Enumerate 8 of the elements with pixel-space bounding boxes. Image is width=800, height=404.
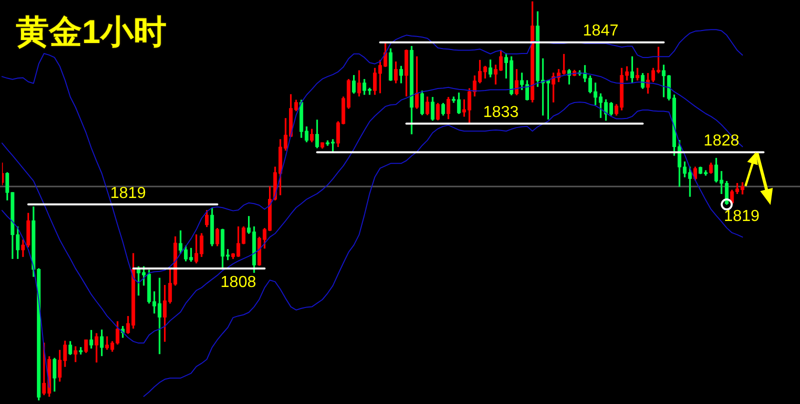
series-label: 1819 (110, 184, 146, 202)
series-label: 1808 (220, 274, 256, 291)
series-label: 1828 (704, 132, 740, 150)
chart-title: 黄金1小时 (16, 12, 166, 52)
series-label: 1833 (483, 104, 519, 121)
candlestick (636, 68, 640, 80)
series-label: 1847 (582, 22, 619, 40)
series-label: 1819 (724, 208, 760, 225)
